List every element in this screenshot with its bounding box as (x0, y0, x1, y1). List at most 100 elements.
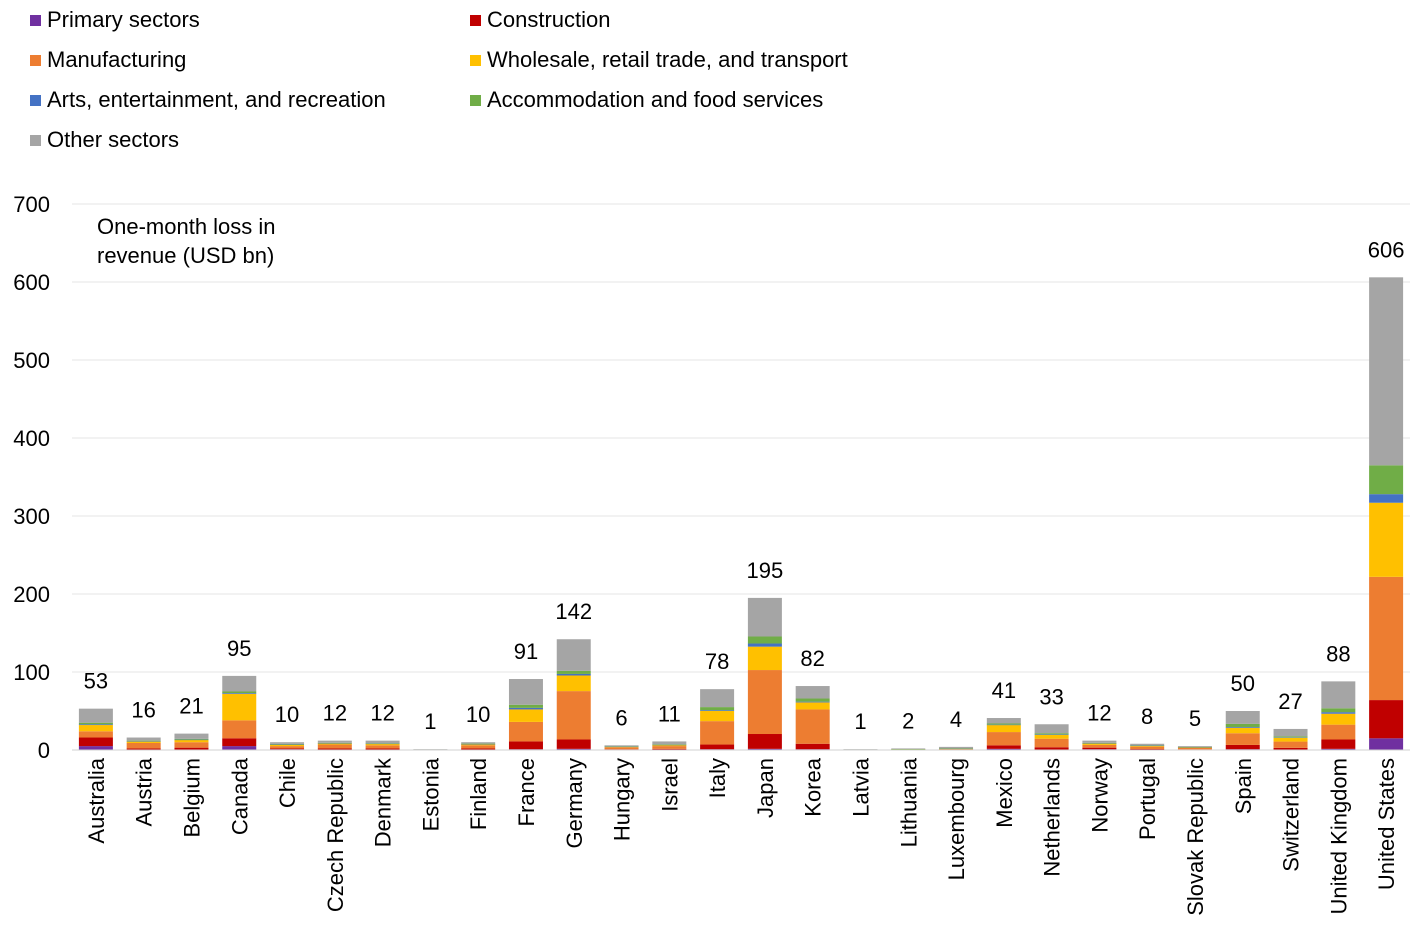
bar-segment-wholesale-retail-trade-and-transport (795, 702, 830, 710)
bar-segment-primary-sectors (78, 746, 113, 750)
bar-segment-other-sectors (126, 737, 161, 741)
bar-segment-arts-entertainment-and-recreation (270, 744, 305, 745)
data-label: 88 (1326, 641, 1350, 666)
bar-stack-mexico (986, 718, 1021, 750)
x-tick-label: Denmark (371, 757, 396, 847)
bar-segment-manufacturing (700, 721, 735, 745)
x-tick-label: Spain (1231, 758, 1256, 814)
bar-segment-manufacturing (78, 731, 113, 738)
bar-segment-wholesale-retail-trade-and-transport (1082, 743, 1117, 745)
bar-stack-israel (652, 741, 687, 751)
legend-label: Primary sectors (47, 7, 200, 32)
bar-segment-manufacturing (1130, 746, 1165, 749)
x-tick-label: Slovak Republic (1183, 758, 1208, 916)
bar-segment-wholesale-retail-trade-and-transport (508, 709, 543, 722)
bar-segment-accommodation-and-food-services (1034, 733, 1069, 735)
data-label: 195 (747, 558, 784, 583)
bar-segment-primary-sectors (556, 748, 591, 750)
x-tick-label: Luxembourg (944, 758, 969, 880)
x-tick-label: Estonia (418, 757, 443, 831)
x-tick-label: Japan (753, 758, 778, 818)
bar-segment-other-sectors (174, 733, 209, 739)
data-label: 50 (1231, 671, 1255, 696)
bar-segment-arts-entertainment-and-recreation (986, 724, 1021, 726)
bar-segment-accommodation-and-food-services (1369, 465, 1404, 495)
bar-stack-united-kingdom (1321, 681, 1356, 750)
bar-segment-other-sectors (1225, 711, 1260, 724)
bar-segment-other-sectors (556, 639, 591, 671)
x-tick-label: Mexico (992, 758, 1017, 828)
bar-segment-accommodation-and-food-services (556, 670, 591, 674)
bar-segment-construction (508, 741, 543, 750)
data-label: 53 (84, 669, 108, 694)
y-tick-label: 200 (13, 582, 50, 607)
data-label: 10 (466, 702, 490, 727)
bar-stack-czech-republic (317, 740, 352, 751)
bar-segment-other-sectors (652, 741, 687, 745)
bar-segment-manufacturing (986, 732, 1021, 746)
bar-segment-arts-entertainment-and-recreation (700, 710, 735, 711)
bar-stack-germany (556, 639, 591, 750)
legend-label: Wholesale, retail trade, and transport (487, 47, 848, 72)
legend-item-arts-entertainment-and-recreation: Arts, entertainment, and recreation (30, 87, 386, 113)
legend-label: Accommodation and food services (487, 87, 824, 112)
bar-segment-construction (1369, 700, 1404, 739)
bar-segment-construction (1321, 739, 1356, 749)
x-tick-label: Germany (562, 758, 587, 848)
bar-stack-spain (1225, 711, 1260, 750)
bar-segment-manufacturing (795, 709, 830, 744)
bar-segment-other-sectors (317, 740, 352, 743)
bar-segment-arts-entertainment-and-recreation (365, 743, 400, 745)
bar-segment-other-sectors (270, 742, 305, 744)
bar-segment-other-sectors (1034, 724, 1069, 734)
legend-swatch (30, 94, 41, 106)
bar-segment-construction (78, 737, 113, 747)
bar-segment-other-sectors (413, 749, 448, 750)
bar-segment-primary-sectors (222, 746, 257, 750)
bar-segment-other-sectors (747, 597, 782, 637)
bar-segment-arts-entertainment-and-recreation (222, 693, 257, 694)
x-tick-label: United States (1374, 758, 1399, 890)
legend-item-accommodation-and-food-services: Accommodation and food services (470, 87, 823, 113)
y-tick-label: 400 (13, 426, 50, 451)
bar-segment-wholesale-retail-trade-and-transport (222, 693, 257, 721)
x-tick-label: Finland (466, 758, 491, 830)
bar-segment-other-sectors (365, 740, 400, 744)
y-axis-label: revenue (USD bn) (97, 243, 274, 268)
bar-stack-finland (461, 742, 496, 751)
bar-segment-wholesale-retail-trade-and-transport (1273, 737, 1308, 742)
bar-segment-construction (126, 748, 161, 750)
bar-segment-manufacturing (1369, 576, 1404, 701)
bar-segment-accommodation-and-food-services (891, 749, 926, 750)
bar-segment-accommodation-and-food-services (1225, 723, 1260, 727)
bar-segment-other-sectors (604, 745, 639, 747)
bar-stack-netherlands (1034, 724, 1069, 751)
bar-segment-accommodation-and-food-services (986, 723, 1021, 725)
bar-stack-norway (1082, 740, 1117, 750)
bar-segment-primary-sectors (747, 748, 782, 750)
legend-swatch (470, 54, 481, 66)
x-tick-label: Korea (801, 757, 826, 816)
bar-stack-japan (747, 597, 782, 750)
bar-segment-manufacturing (556, 691, 591, 740)
bar-segment-accommodation-and-food-services (1130, 745, 1165, 746)
bar-segment-accommodation-and-food-services (604, 746, 639, 747)
bar-stack-france (508, 679, 543, 750)
bar-segment-accommodation-and-food-services (222, 691, 257, 694)
data-label: 27 (1278, 689, 1302, 714)
bar-segment-accommodation-and-food-services (1177, 746, 1212, 748)
bar-segment-accommodation-and-food-services (1321, 708, 1356, 713)
x-tick-label: Austria (132, 757, 157, 826)
legend-swatch (30, 54, 41, 66)
data-label: 11 (658, 701, 681, 726)
data-label: 12 (323, 701, 347, 726)
legend-swatch (30, 14, 41, 26)
bar-segment-accommodation-and-food-services (700, 707, 735, 711)
bar-stack-united-states (1369, 277, 1404, 750)
legend-swatch (30, 134, 41, 146)
bar-segment-manufacturing (174, 742, 209, 748)
data-label: 95 (227, 636, 251, 661)
bar-segment-construction (700, 744, 735, 750)
bar-stack-australia (78, 708, 113, 750)
data-label: 21 (179, 694, 203, 719)
